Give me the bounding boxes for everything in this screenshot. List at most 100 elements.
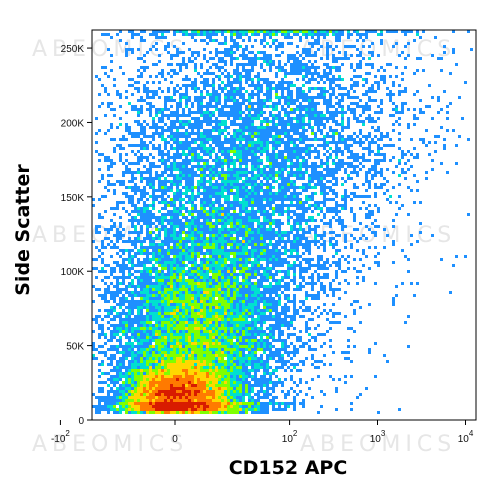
scatter-point <box>191 111 194 114</box>
scatter-point <box>221 51 224 54</box>
scatter-point <box>281 213 284 216</box>
scatter-point <box>209 93 212 96</box>
scatter-point <box>176 30 179 33</box>
scatter-point <box>317 93 320 96</box>
scatter-point <box>203 273 206 276</box>
scatter-point <box>452 51 455 54</box>
scatter-point <box>128 30 131 33</box>
scatter-point <box>155 243 158 246</box>
scatter-point <box>263 129 266 132</box>
scatter-point <box>149 33 152 36</box>
scatter-point <box>239 222 242 225</box>
scatter-point <box>341 162 344 165</box>
scatter-point <box>347 147 350 150</box>
scatter-point <box>110 267 113 270</box>
scatter-point <box>320 57 323 60</box>
scatter-point <box>374 186 377 189</box>
scatter-point <box>191 279 194 282</box>
scatter-point <box>275 132 278 135</box>
scatter-point <box>215 222 218 225</box>
scatter-point <box>140 243 143 246</box>
scatter-point <box>380 111 383 114</box>
scatter-point <box>293 213 296 216</box>
scatter-point <box>335 45 338 48</box>
scatter-point <box>338 162 341 165</box>
scatter-point <box>281 270 284 273</box>
scatter-point <box>221 246 224 249</box>
scatter-point <box>128 276 131 279</box>
scatter-point <box>191 246 194 249</box>
scatter-point <box>161 153 164 156</box>
scatter-point <box>140 252 143 255</box>
scatter-point <box>263 141 266 144</box>
scatter-point <box>254 75 257 78</box>
scatter-point <box>173 156 176 159</box>
scatter-point <box>122 234 125 237</box>
scatter-point <box>296 144 299 147</box>
scatter-point <box>236 48 239 51</box>
scatter-point <box>245 156 248 159</box>
scatter-point <box>269 282 272 285</box>
scatter-point <box>323 87 326 90</box>
scatter-point <box>218 144 221 147</box>
scatter-point <box>323 126 326 129</box>
scatter-point <box>233 153 236 156</box>
scatter-point <box>398 183 401 186</box>
scatter-point <box>263 228 266 231</box>
scatter-point <box>146 267 149 270</box>
scatter-point <box>338 66 341 69</box>
scatter-point <box>311 72 314 75</box>
scatter-point <box>158 258 161 261</box>
scatter-point <box>398 111 401 114</box>
scatter-point <box>359 144 362 147</box>
scatter-point <box>197 51 200 54</box>
scatter-point <box>317 81 320 84</box>
scatter-point <box>125 249 128 252</box>
scatter-point <box>152 264 155 267</box>
scatter-point <box>128 180 131 183</box>
scatter-point <box>143 54 146 57</box>
scatter-point <box>146 255 149 258</box>
scatter-point <box>137 57 140 60</box>
scatter-point <box>311 87 314 90</box>
scatter-point <box>302 210 305 213</box>
scatter-point <box>218 156 221 159</box>
scatter-point <box>200 120 203 123</box>
scatter-point <box>173 222 176 225</box>
scatter-point <box>203 261 206 264</box>
scatter-point <box>185 102 188 105</box>
scatter-point <box>134 132 137 135</box>
scatter-point <box>233 243 236 246</box>
scatter-point <box>233 129 236 132</box>
scatter-point <box>431 168 434 171</box>
scatter-point <box>212 93 215 96</box>
scatter-point <box>158 234 161 237</box>
scatter-point <box>419 57 422 60</box>
scatter-point <box>368 183 371 186</box>
scatter-point <box>248 105 251 108</box>
scatter-point <box>131 108 134 111</box>
scatter-point <box>206 36 209 39</box>
scatter-point <box>104 72 107 75</box>
scatter-point <box>158 183 161 186</box>
scatter-point <box>272 246 275 249</box>
scatter-point <box>122 240 125 243</box>
scatter-point <box>119 96 122 99</box>
scatter-point <box>227 228 230 231</box>
scatter-point <box>290 264 293 267</box>
scatter-point <box>275 147 278 150</box>
scatter-point <box>188 108 191 111</box>
scatter-point <box>230 273 233 276</box>
scatter-point <box>131 135 134 138</box>
scatter-point <box>260 99 263 102</box>
scatter-point <box>299 171 302 174</box>
scatter-point <box>179 219 182 222</box>
scatter-point <box>251 213 254 216</box>
scatter-point <box>380 39 383 42</box>
scatter-point <box>242 267 245 270</box>
scatter-point <box>281 183 284 186</box>
scatter-point <box>377 69 380 72</box>
scatter-point <box>338 78 341 81</box>
scatter-point <box>326 210 329 213</box>
scatter-point <box>134 186 137 189</box>
